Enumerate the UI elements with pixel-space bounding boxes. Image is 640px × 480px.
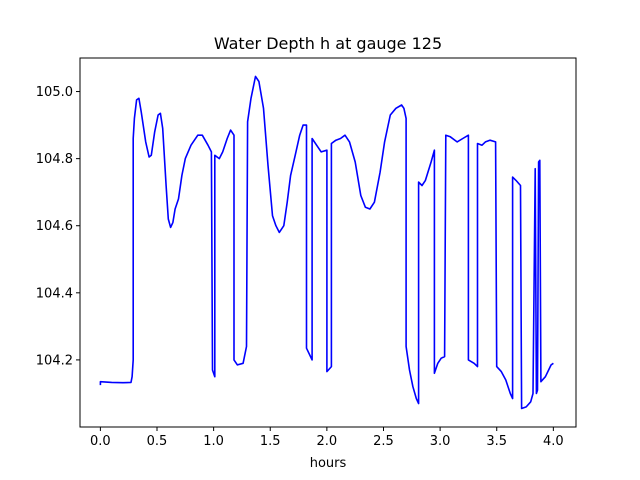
x-tick-label: 2.5 [373, 434, 394, 449]
chart-title: Water Depth h at gauge 125 [214, 34, 442, 53]
x-tick-label: 3.5 [486, 434, 507, 449]
series-line [99, 75, 554, 410]
series-layer [99, 75, 554, 410]
y-tick-label: 104.6 [36, 219, 73, 234]
y-tick-label: 104.8 [36, 152, 73, 167]
x-tick-label: 4.0 [543, 434, 564, 449]
plot-frame [79, 57, 577, 428]
x-tick-label: 0.5 [147, 434, 168, 449]
x-tick-label: 0.0 [90, 434, 111, 449]
y-tick-label: 104.2 [36, 353, 73, 368]
axis-ticks: 0.0 0.5 1.0 1.5 2.0 2.5 3.0 3.5 4.0 104.2 104.4 104… [36, 85, 564, 449]
y-tick-label: 105.0 [36, 85, 73, 100]
x-tick-label: 1.5 [260, 434, 281, 449]
x-tick-label: 3.0 [430, 434, 451, 449]
x-axis-label: hours [310, 456, 347, 471]
x-tick-label: 1.0 [203, 434, 224, 449]
x-tick-label: 2.0 [317, 434, 338, 449]
y-tick-label: 104.4 [36, 286, 73, 301]
